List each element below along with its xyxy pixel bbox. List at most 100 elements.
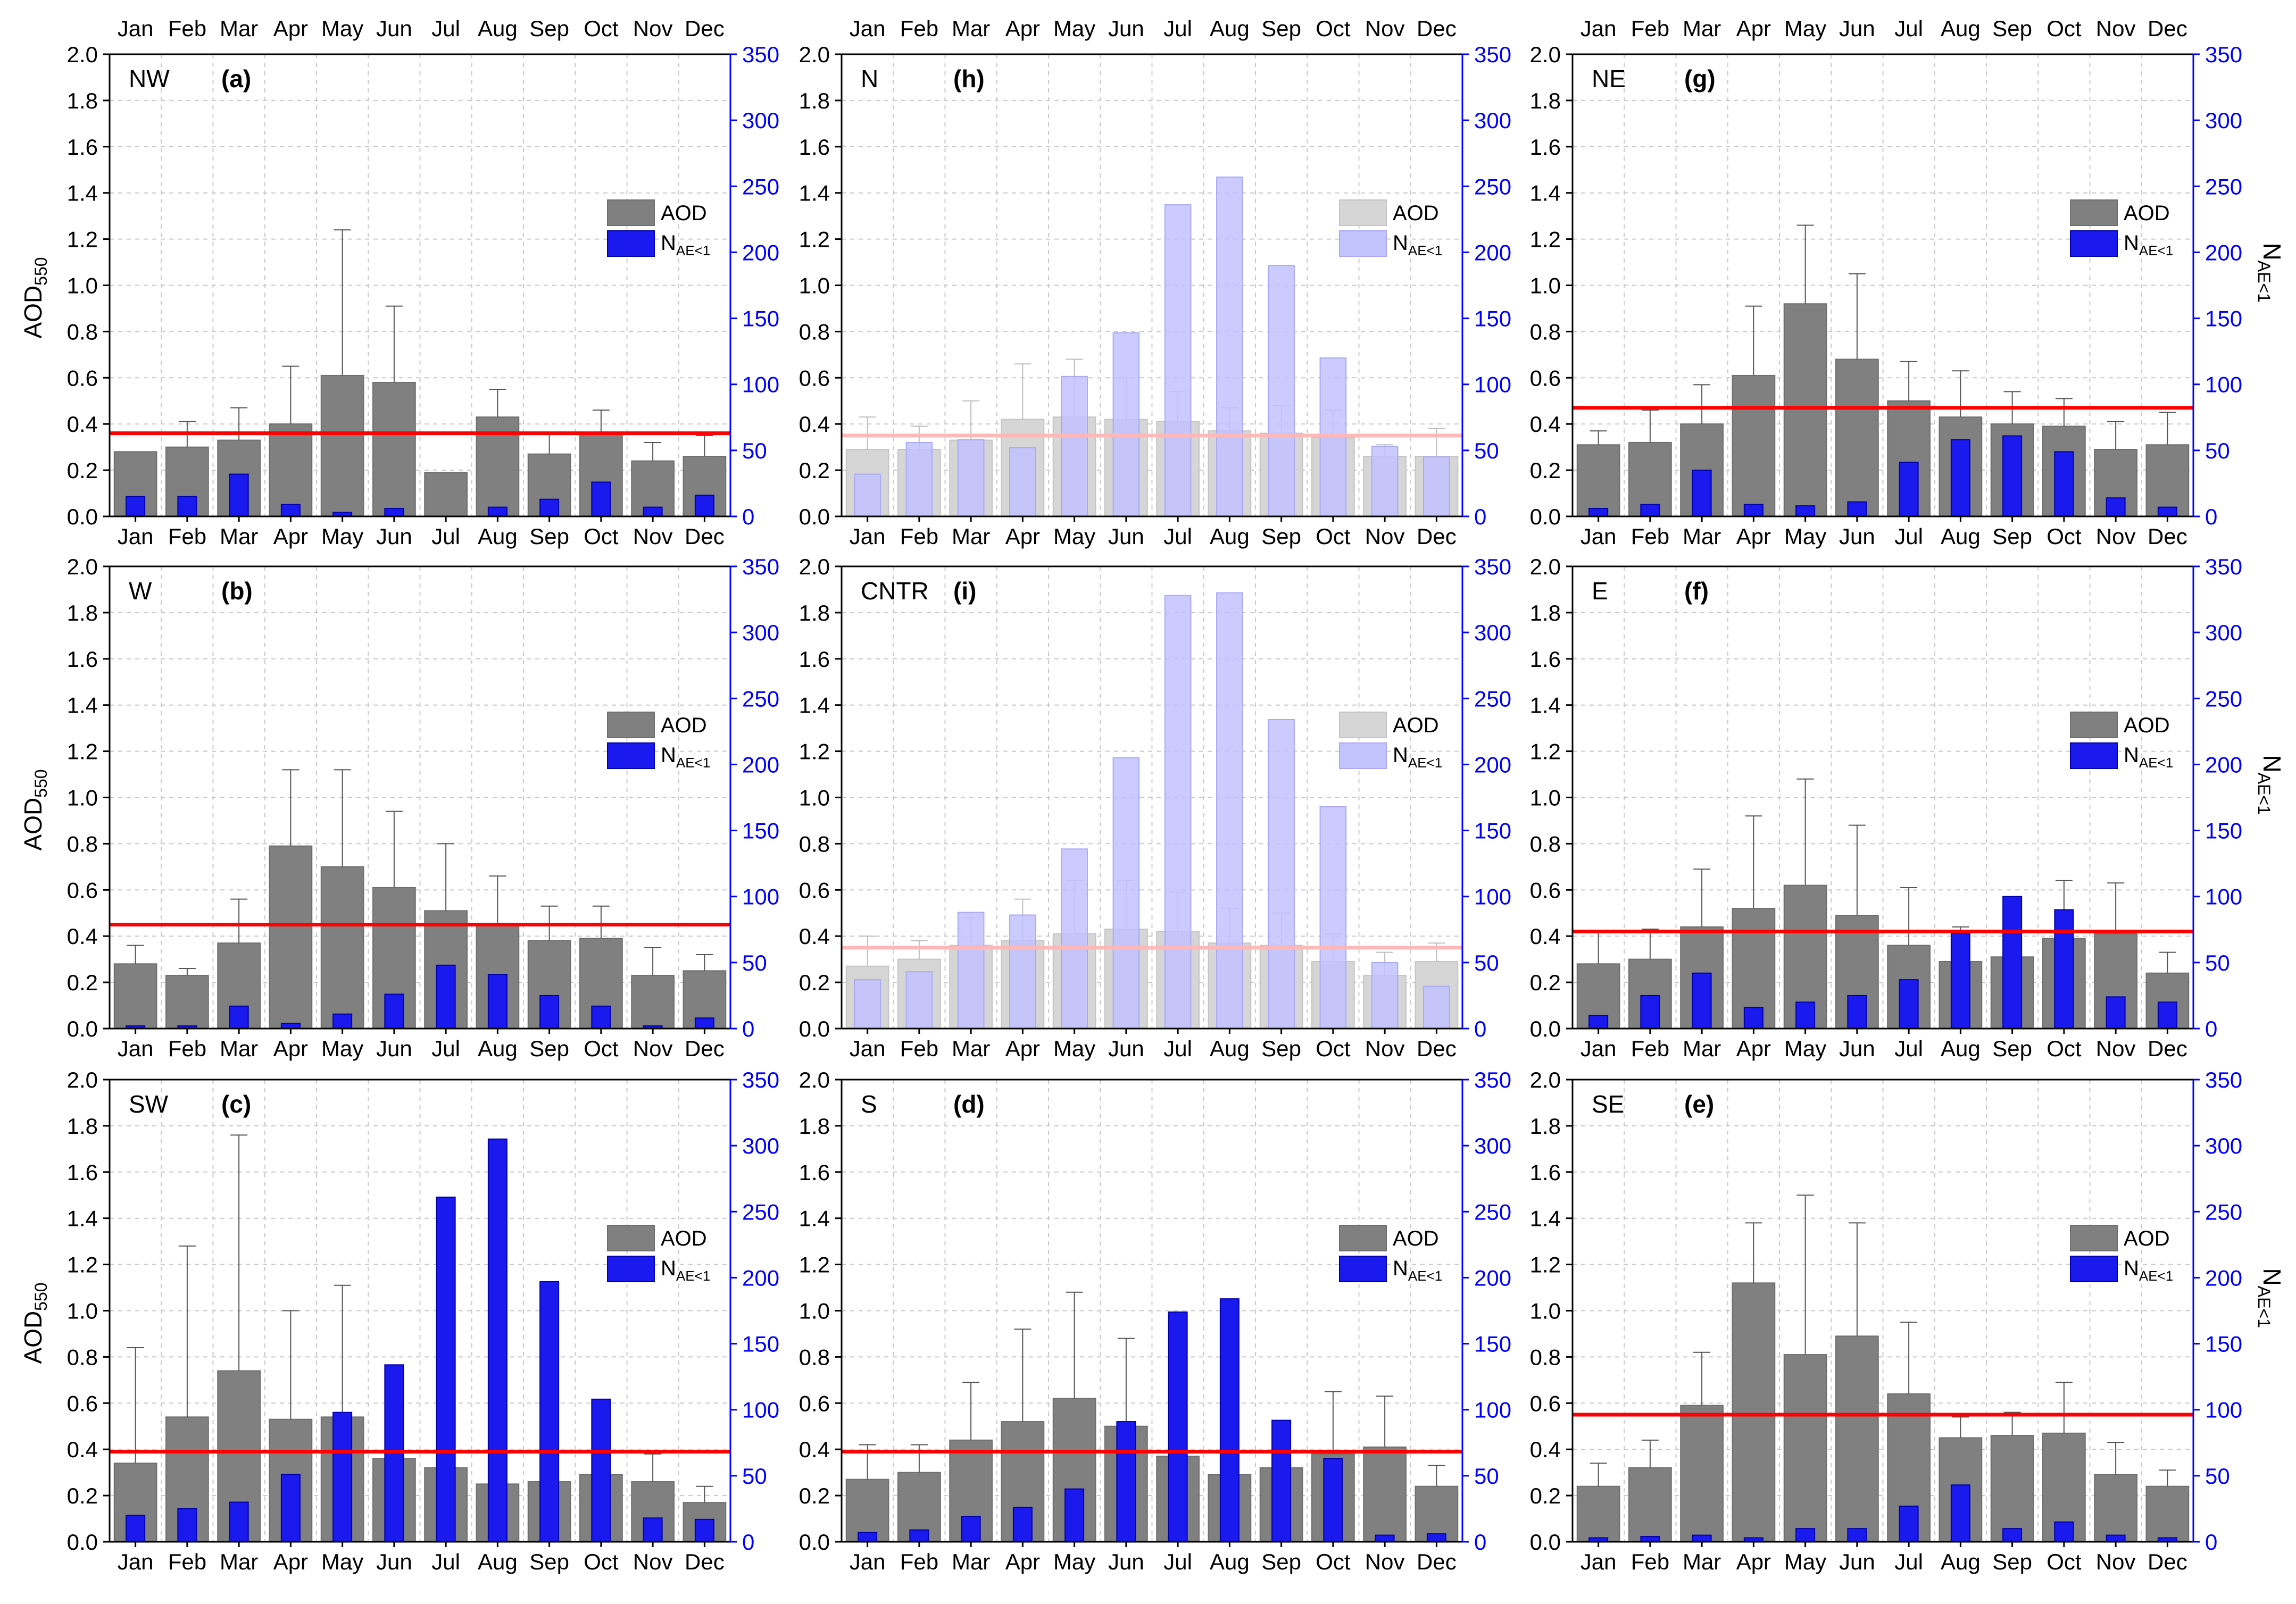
left-tick-label: 0.2 (67, 1483, 98, 1508)
left-tick-label: 1.4 (67, 1206, 98, 1231)
region-label: E (1592, 577, 1608, 605)
legend-aod-swatch (2070, 712, 2118, 738)
month-label: Jan (850, 1549, 886, 1574)
month-label: Dec (1417, 1549, 1457, 1574)
month-label: Jun (1839, 1549, 1875, 1574)
legend-n-swatch (1339, 1256, 1387, 1282)
n-bar-feb (1640, 504, 1660, 517)
n-bar-oct (2054, 1521, 2074, 1542)
left-tick-label: 1.4 (1530, 693, 1561, 718)
legend-n-swatch (1339, 230, 1387, 257)
month-label: Nov (1365, 1036, 1405, 1061)
legend-n-label: NAE<1 (2124, 231, 2173, 258)
right-tick-label: 150 (1474, 306, 1511, 331)
n-bar-apr (1012, 1507, 1033, 1543)
right-tick-label: 100 (1474, 884, 1511, 909)
legend-aod-swatch (1339, 1225, 1387, 1251)
aod-bar-may (1783, 1354, 1827, 1542)
right-axis-title: NAE<1 (2255, 1268, 2286, 1328)
month-label: Apr (1736, 524, 1771, 549)
left-tick-label: 0.4 (67, 412, 98, 437)
legend-n-label: NAE<1 (2124, 1257, 2173, 1284)
left-tick-label: 2.0 (799, 554, 830, 579)
legend-n-label: NAE<1 (2124, 743, 2173, 771)
right-tick-label: 250 (1474, 686, 1511, 711)
month-label-top: Jun (376, 16, 412, 41)
month-label: Oct (1316, 1036, 1351, 1061)
gridlines (1573, 1080, 2193, 1542)
n-bar-nov (643, 506, 663, 517)
month-label: Mar (952, 524, 990, 549)
legend-aod-swatch (607, 1225, 655, 1251)
month-label-top: Jul (431, 16, 460, 41)
month-label-top: Dec (2148, 16, 2187, 41)
n-bar-may (1795, 1001, 1816, 1030)
n-bar-mar (1692, 470, 1712, 517)
left-tick-label: 1.2 (1530, 739, 1561, 764)
month-label: Mar (952, 1036, 990, 1061)
legend-aod-label: AOD (1393, 202, 1439, 225)
month-label: Sep (1992, 1549, 2032, 1574)
n-bar-sep (2002, 435, 2023, 517)
gridlines (110, 54, 730, 516)
left-tick-label: 1.4 (799, 1206, 830, 1231)
left-tick-label: 0.8 (67, 831, 98, 856)
month-label-top: Feb (1631, 16, 1669, 41)
right-tick-label: 0 (2205, 1016, 2217, 1041)
right-tick-label: 350 (2205, 1067, 2242, 1092)
n-bar-oct (1323, 1458, 1343, 1543)
right-tick-label: 50 (742, 950, 767, 975)
n-bar-feb (177, 496, 197, 517)
left-tick-label: 1.6 (1530, 647, 1561, 672)
month-label-top: Apr (273, 16, 308, 41)
month-label: Jan (1580, 1549, 1617, 1574)
month-label: Nov (633, 1036, 673, 1061)
month-label: Dec (2148, 524, 2187, 549)
left-tick-label: 0.8 (1530, 1344, 1561, 1369)
aod-bar-sep (1990, 1435, 2034, 1542)
n-bar-may (1795, 1528, 1816, 1542)
month-label: Mar (1683, 1549, 1721, 1574)
legend-aod-swatch (1339, 199, 1387, 226)
aod-bar-jul (424, 472, 468, 517)
n-bar-jun (384, 993, 404, 1029)
right-tick-label: 300 (1474, 1133, 1511, 1158)
n-bar-mar (229, 1005, 249, 1029)
month-label: Dec (1417, 1036, 1457, 1061)
n-bar-apr (280, 1474, 301, 1542)
left-tick-label: 0.2 (67, 970, 98, 995)
month-label: Feb (168, 1549, 206, 1574)
month-label: Jan (1580, 1036, 1617, 1061)
left-tick-label: 1.6 (67, 647, 98, 672)
panel-tag: (h) (953, 65, 985, 93)
n-bar-aug (1950, 933, 1970, 1029)
right-tick-label: 100 (742, 884, 779, 909)
left-tick-label: 1.0 (67, 273, 98, 298)
left-tick-label: 0.8 (1530, 319, 1561, 344)
n-bar-sep (539, 1281, 560, 1543)
left-tick-label: 0.6 (67, 365, 98, 390)
panel-tag: (b) (221, 577, 253, 605)
n-bar-mar (1692, 972, 1712, 1029)
left-tick-label: 1.4 (67, 181, 98, 206)
left-tick-label: 0.4 (799, 924, 830, 949)
aod-bar-dec (1415, 1485, 1459, 1542)
left-tick-label: 0.8 (799, 319, 830, 344)
aod-bar-apr (269, 845, 313, 1029)
gridlines (1573, 54, 2193, 516)
right-tick-label: 150 (2205, 818, 2242, 843)
right-tick-label: 250 (742, 686, 779, 711)
month-label-top: Mar (220, 16, 258, 41)
n-bar-oct (2054, 909, 2074, 1029)
legend-n-label: NAE<1 (661, 1257, 710, 1284)
month-label: Dec (685, 524, 725, 549)
right-tick-label: 300 (742, 620, 779, 645)
month-label: Apr (1005, 1549, 1040, 1574)
left-tick-label: 0.0 (799, 1016, 830, 1041)
left-tick-label: 1.0 (1530, 1299, 1561, 1324)
n-bar-oct (1319, 806, 1347, 1029)
panel-n: 0.0 0.2 0.4 0.6 0.8 1.0 1.2 1.4 1.6 1.8 2.0 0 50 100 1… (799, 16, 1511, 549)
n-bar-mar (229, 473, 249, 517)
n-bar-nov (1371, 962, 1399, 1030)
left-tick-label: 0.6 (67, 1391, 98, 1416)
